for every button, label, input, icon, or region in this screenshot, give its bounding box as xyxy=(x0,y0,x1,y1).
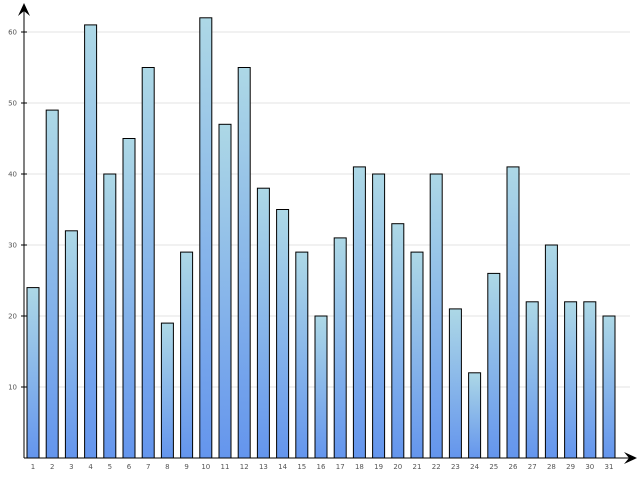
bar-20 xyxy=(391,223,405,459)
x-tick-label: 20 xyxy=(393,463,402,471)
bar-1 xyxy=(26,287,40,459)
bar-16 xyxy=(314,315,328,459)
y-tick-label: 30 xyxy=(8,242,17,250)
x-tick-label: 12 xyxy=(240,463,249,471)
x-tick-label: 7 xyxy=(146,463,150,471)
y-tick-labels: 10 20 30 40 50 60 xyxy=(8,29,17,392)
x-tick-label: 30 xyxy=(585,463,594,471)
bar-13 xyxy=(256,187,270,459)
y-tick-label: 40 xyxy=(8,171,17,179)
bar-15 xyxy=(295,251,309,459)
x-tick-label: 22 xyxy=(432,463,441,471)
x-tick-label: 11 xyxy=(221,463,230,471)
bar-7 xyxy=(141,67,155,459)
x-tick-label: 19 xyxy=(374,463,383,471)
x-tick-label: 29 xyxy=(566,463,575,471)
bar-30 xyxy=(583,301,597,459)
x-tick-label: 31 xyxy=(605,463,614,471)
bar-8 xyxy=(160,322,174,459)
bar-4 xyxy=(84,24,98,459)
x-tick-labels: 1 2 3 4 5 6 7 8 9 10 11 12 13 14 15 16 17 18 19 20 21 22 23 24 2… xyxy=(31,463,614,471)
bar-21 xyxy=(410,251,424,459)
x-tick-label: 16 xyxy=(317,463,326,471)
bar-25 xyxy=(487,272,501,459)
x-tick-label: 21 xyxy=(413,463,422,471)
bar-31 xyxy=(602,315,616,459)
y-axis-arrow-icon xyxy=(18,3,30,16)
x-tick-label: 2 xyxy=(50,463,54,471)
bar-17 xyxy=(333,237,347,459)
x-tick-label: 27 xyxy=(528,463,537,471)
x-tick-label: 9 xyxy=(184,463,188,471)
axes xyxy=(18,3,637,464)
x-tick-label: 8 xyxy=(165,463,169,471)
bar-19 xyxy=(372,173,386,459)
y-tick-label: 10 xyxy=(8,384,17,392)
bar-14 xyxy=(276,209,290,459)
bar-23 xyxy=(448,308,462,459)
x-tick-label: 24 xyxy=(470,463,479,471)
x-tick-label: 5 xyxy=(108,463,112,471)
y-tick-label: 50 xyxy=(8,100,17,108)
bar-28 xyxy=(544,244,558,459)
x-tick-label: 13 xyxy=(259,463,268,471)
y-tick-label: 20 xyxy=(8,313,17,321)
bar-18 xyxy=(352,166,366,459)
bar-12 xyxy=(237,67,251,459)
bar-9 xyxy=(180,251,194,459)
x-tick-label: 26 xyxy=(509,463,518,471)
bar-11 xyxy=(218,123,232,459)
bar-24 xyxy=(468,372,482,459)
bar-2 xyxy=(45,109,59,459)
x-tick-label: 3 xyxy=(69,463,73,471)
bar-6 xyxy=(122,138,136,459)
bar-22 xyxy=(429,173,443,459)
bars xyxy=(26,17,616,459)
x-axis-arrow-icon xyxy=(624,452,637,464)
x-tick-label: 28 xyxy=(547,463,556,471)
x-tick-label: 15 xyxy=(297,463,306,471)
bar-26 xyxy=(506,166,520,459)
x-tick-label: 17 xyxy=(336,463,345,471)
x-tick-label: 25 xyxy=(489,463,498,471)
x-tick-label: 18 xyxy=(355,463,364,471)
x-tick-label: 6 xyxy=(127,463,132,471)
bar-10 xyxy=(199,17,213,459)
bar-3 xyxy=(64,230,78,459)
y-tick-label: 60 xyxy=(8,29,17,37)
x-tick-label: 10 xyxy=(201,463,210,471)
bar-27 xyxy=(525,301,539,459)
x-tick-label: 23 xyxy=(451,463,460,471)
bar-5 xyxy=(103,173,117,459)
x-tick-label: 4 xyxy=(88,463,93,471)
x-tick-label: 1 xyxy=(31,463,35,471)
x-tick-label: 14 xyxy=(278,463,287,471)
bar-29 xyxy=(564,301,578,459)
